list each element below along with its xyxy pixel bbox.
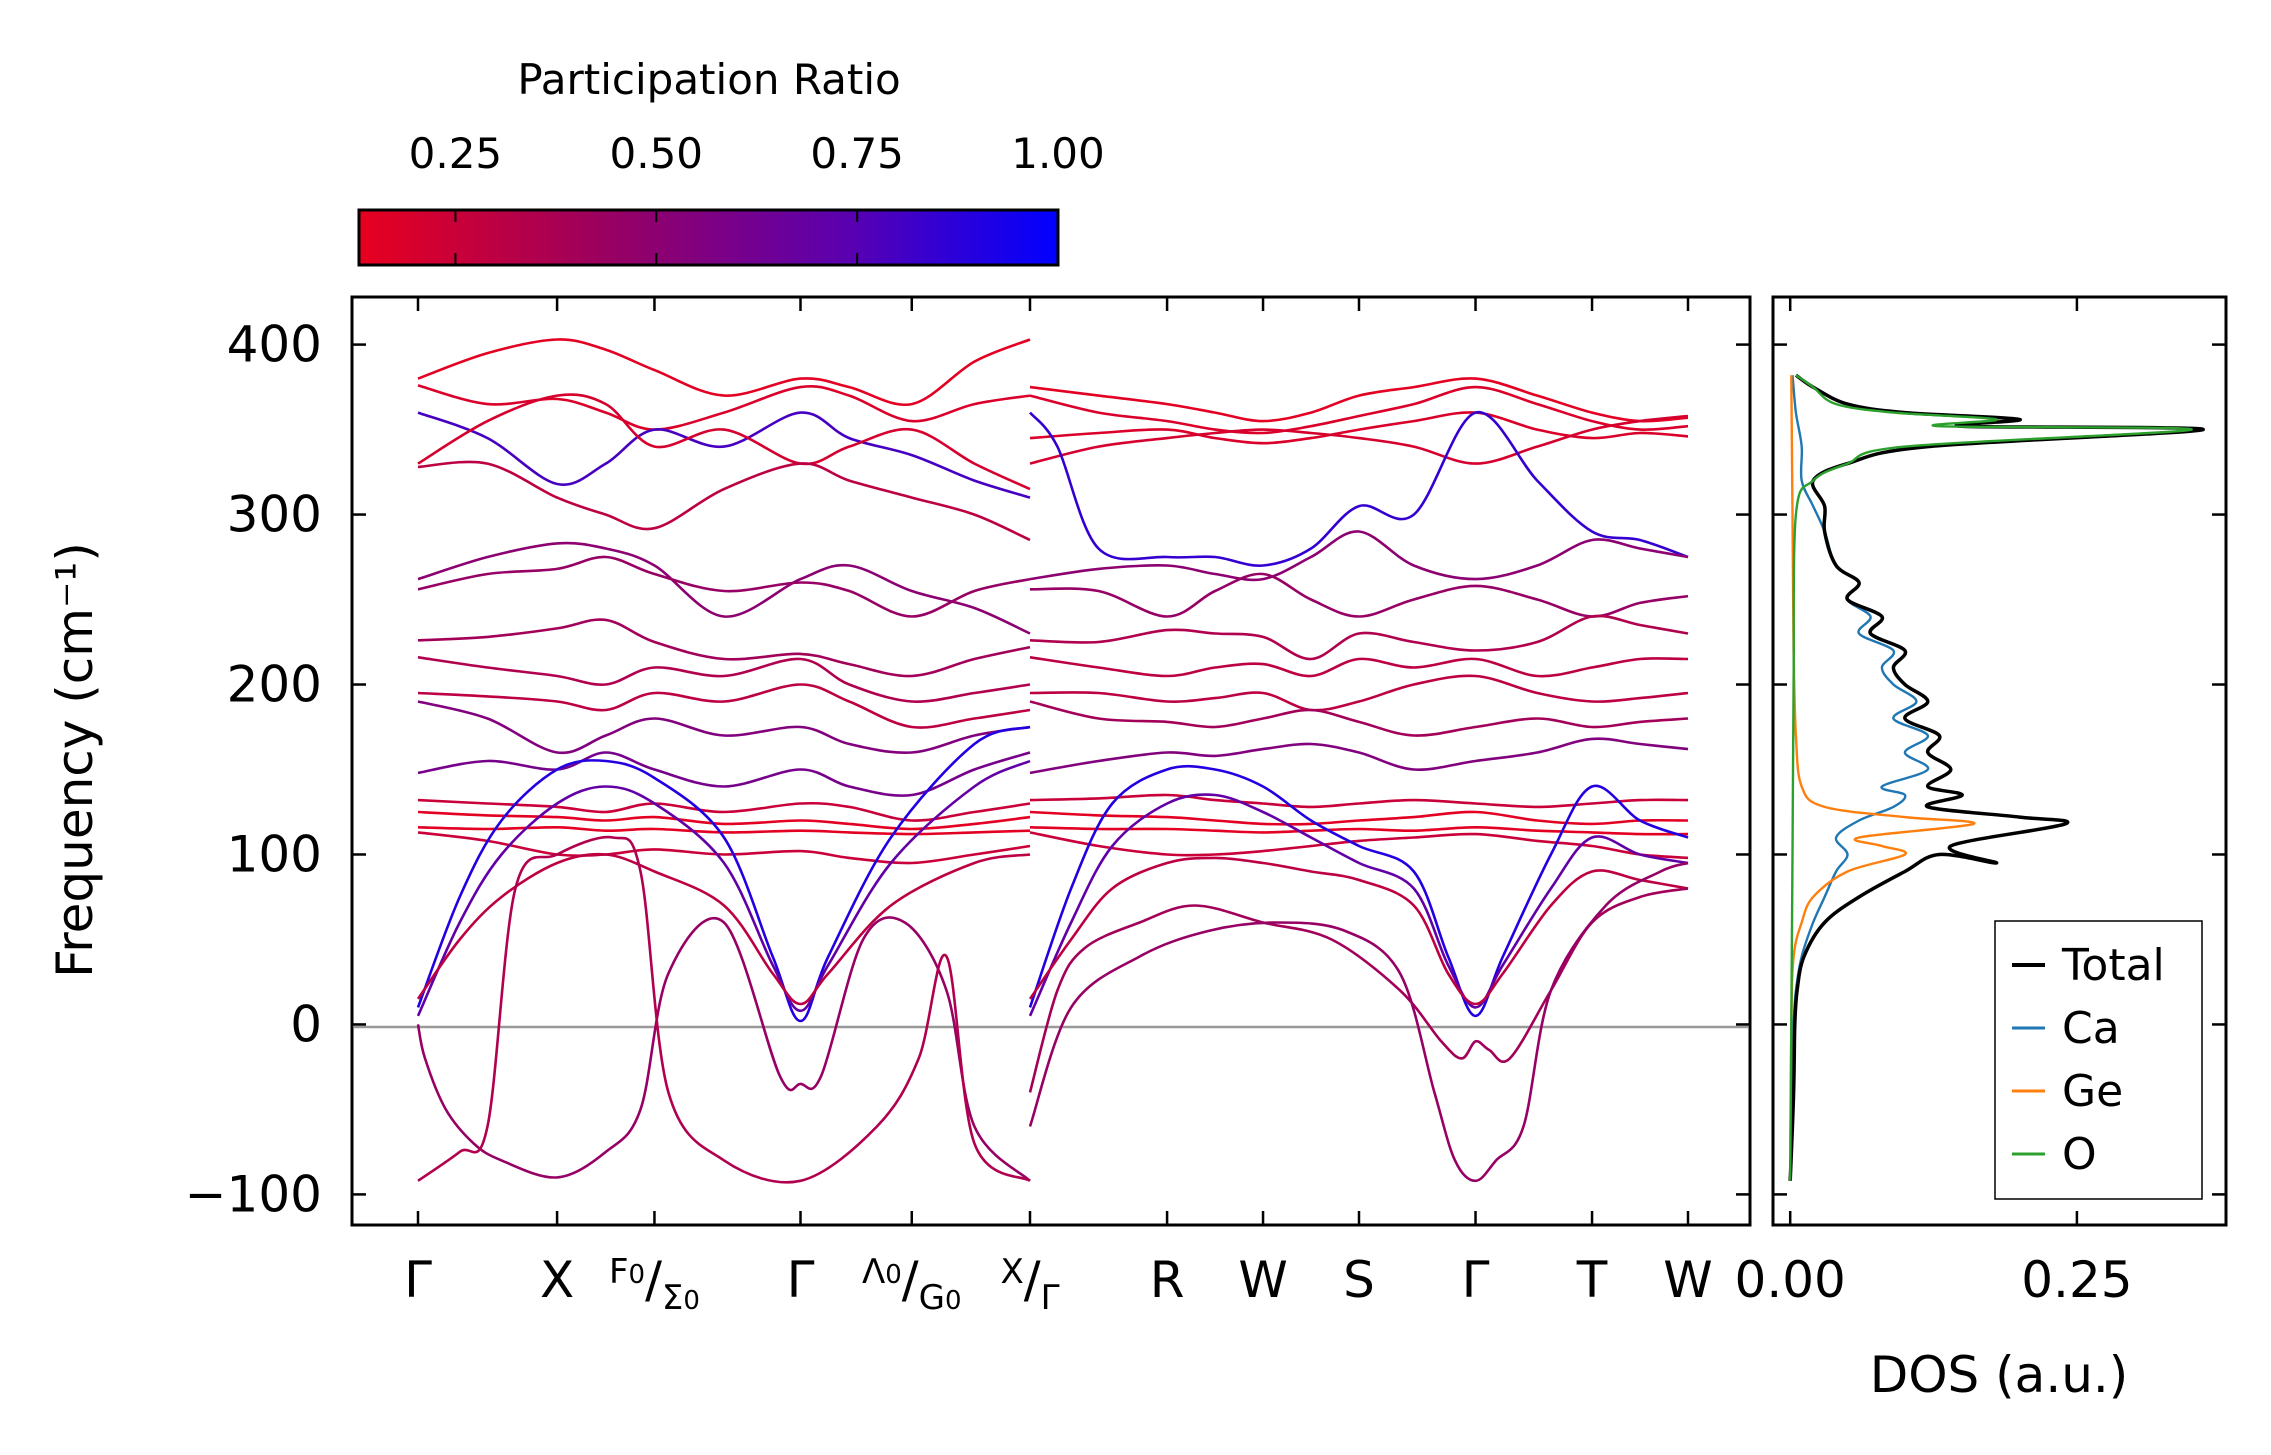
dos-x-tick-label: 0.00: [1735, 1251, 1846, 1309]
band-line: [1029, 793, 1689, 809]
band-line: [1029, 572, 1689, 618]
y-tick-label: 300: [227, 486, 322, 544]
colorbar-ticks: [454, 210, 859, 265]
dos-panel: 0.00 0.25 DOS (a.u.) Total Ca Ge O: [1735, 295, 2228, 1404]
band-line: [416, 916, 1031, 1182]
band-line: [417, 618, 1031, 678]
y-axis-label: Frequency (cm⁻¹): [46, 542, 104, 978]
band-line: [1029, 826, 1689, 836]
band-line: [1029, 737, 1689, 775]
dos-line-ca: [1789, 375, 1930, 1181]
colorbar-tick-label: 0.50: [610, 129, 704, 178]
band-plot-frame: [350, 295, 1752, 1227]
band-y-ticks: −100 0 100 200 300 400: [185, 316, 1750, 1223]
colorbar-tick-labels: 0.25 0.50 0.75 1.00: [409, 129, 1105, 178]
band-line: [1029, 414, 1689, 465]
band-line: [1029, 377, 1689, 423]
colorbar-label: Participation Ratio: [517, 55, 900, 104]
band-line: [1029, 700, 1689, 737]
x-tick-label: Γ: [787, 1251, 815, 1309]
dos-plot-frame: [1771, 295, 2228, 1227]
band-line: [1029, 831, 1689, 860]
band-lines: [416, 338, 1689, 1184]
band-line: [1028, 856, 1689, 1006]
y-tick-label: −100: [185, 1165, 322, 1223]
band-line: [1029, 385, 1689, 435]
x-tick-label: W: [1663, 1251, 1712, 1309]
band-line: [1029, 411, 1689, 445]
legend-label: O: [2062, 1129, 2097, 1180]
x-tick-label: T: [1576, 1251, 1608, 1309]
band-line: [1029, 810, 1689, 826]
dos-line-o: [1789, 374, 2193, 1181]
x-tick-label: Γ: [1462, 1251, 1490, 1309]
x-tick-label: X: [540, 1251, 574, 1309]
x-tick-label: R: [1150, 1251, 1185, 1309]
band-structure-panel: Γ X F0/Σ0 Γ Λ0/G0X/Γ R W S Γ T W −1000100200300400…: [46, 295, 1752, 1318]
band-line: [416, 852, 1031, 1006]
band-x-ticks: Γ X F0/Σ0 Γ Λ0/G0X/Γ R W S Γ T W: [404, 297, 1713, 1318]
dos-line-total: [1788, 373, 2205, 1181]
x-tick-label: X/Γ: [1000, 1251, 1059, 1318]
band-line: [417, 338, 1031, 407]
x-tick-label: S: [1343, 1251, 1375, 1309]
y-tick-label: 400: [227, 316, 322, 374]
legend-items: Total Ca Ge O: [2012, 940, 2165, 1180]
band-line: [417, 393, 1031, 491]
x-tick-label: F0/Σ0: [609, 1251, 700, 1318]
band-line: [417, 656, 1031, 703]
y-tick-label: 0: [290, 995, 322, 1053]
dos-x-tick-label: 0.25: [2021, 1251, 2132, 1309]
band-line: [417, 825, 1031, 836]
x-tick-label: Γ: [404, 1251, 432, 1309]
dos-lines: [1788, 373, 2205, 1181]
band-line: [1029, 614, 1689, 661]
band-line: [417, 751, 1031, 797]
x-tick-label: Λ0/G0: [862, 1251, 962, 1318]
band-line: [416, 759, 1031, 1017]
band-line: [417, 384, 1031, 431]
band-line: [417, 555, 1031, 618]
band-line: [1028, 887, 1689, 1093]
band-line: [1029, 530, 1689, 582]
dos-ticks: 0.00 0.25: [1735, 297, 2226, 1309]
band-line: [1028, 861, 1689, 1183]
colorbar-tick-label: 0.75: [810, 129, 904, 178]
band-line: [417, 460, 1031, 542]
legend-label: Ge: [2062, 1066, 2123, 1117]
band-line: [1028, 793, 1689, 1017]
band-line: [417, 798, 1031, 822]
band-line: [417, 683, 1031, 729]
legend-label: Ca: [2062, 1003, 2120, 1054]
colorbar-tick-label: 1.00: [1011, 129, 1105, 178]
band-line: [417, 835, 1031, 1184]
band-line: [1029, 674, 1689, 712]
band-line: [416, 725, 1031, 1023]
colorbar-gradient: [357, 208, 1060, 267]
band-line: [417, 411, 1031, 499]
dos-legend: Total Ca Ge O: [1994, 920, 2203, 1200]
x-tick-label: W: [1238, 1251, 1287, 1309]
y-tick-label: 200: [227, 656, 322, 714]
band-line: [1028, 764, 1689, 1018]
y-tick-label: 100: [227, 825, 322, 883]
band-line: [417, 831, 1031, 865]
band-line: [1028, 411, 1689, 567]
band-line: [417, 541, 1031, 635]
legend-label: Total: [2061, 940, 2165, 991]
dos-x-axis-label: DOS (a.u.): [1870, 1346, 2129, 1404]
band-line: [1029, 656, 1689, 678]
band-line: [417, 700, 1031, 755]
colorbar-tick-label: 0.25: [409, 129, 503, 178]
colorbar: Participation Ratio 0.25 0.50 0.75 1.00: [357, 55, 1105, 267]
